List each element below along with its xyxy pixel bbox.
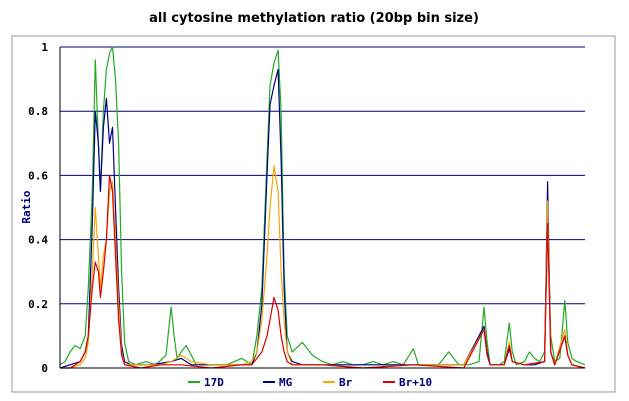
chart-title: all cytosine methylation ratio (20bp bin… xyxy=(149,11,479,26)
chart-frame xyxy=(11,35,616,393)
y-tick-label: 0 xyxy=(41,362,48,375)
y-tick-label: 0.2 xyxy=(28,298,48,311)
legend-label: Br xyxy=(339,376,353,389)
y-tick-label: 1 xyxy=(41,41,48,54)
series-line-br xyxy=(60,165,586,369)
series-line-br-10 xyxy=(60,174,586,369)
series-lines xyxy=(59,46,586,369)
y-tick-label: 0.6 xyxy=(28,169,48,182)
legend-label: Br+10 xyxy=(399,376,432,389)
legend-label: MG xyxy=(279,376,293,389)
legend-label: 17D xyxy=(204,376,224,389)
y-tick-labels: 0 0.2 0.4 0.6 0.8 1 xyxy=(28,41,48,375)
gridlines xyxy=(60,46,585,305)
series-line-17d xyxy=(59,46,586,366)
y-axis-label: Ratio xyxy=(20,190,33,223)
y-tick-label: 0.4 xyxy=(28,234,48,247)
series-line-mg xyxy=(59,68,586,369)
y-tick-label: 0.8 xyxy=(28,105,48,118)
legend: 17D MG Br Br+10 xyxy=(188,376,432,389)
